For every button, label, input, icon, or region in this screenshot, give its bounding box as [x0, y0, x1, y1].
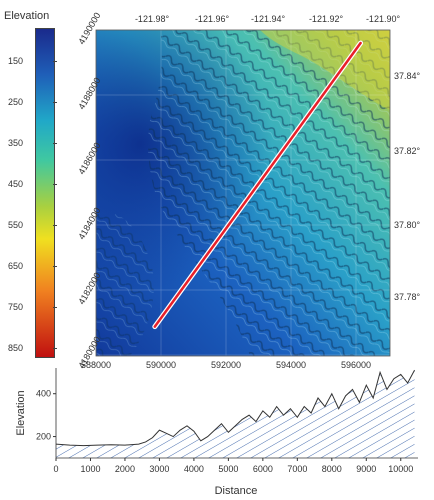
longitude-label: -121.96°: [195, 14, 230, 24]
colorbar-tick-mark: [53, 184, 57, 185]
profile-x-tick-label: 4000: [184, 464, 204, 474]
longitude-label: -121.94°: [251, 14, 286, 24]
colorbar: Elevation 150 250 350 450 550 650 750 850: [0, 0, 70, 360]
profile-x-tick-label: 3000: [149, 464, 169, 474]
profile-x-tick-label: 8000: [322, 464, 342, 474]
longitude-label: -121.90°: [366, 14, 401, 24]
latitude-label: 37.78°: [394, 292, 421, 302]
colorbar-tick-label: 150: [8, 56, 24, 66]
colorbar-tick-mark: [53, 143, 57, 144]
easting-label: 588000: [81, 360, 111, 370]
easting-label: 594000: [276, 360, 306, 370]
longitude-label: -121.98°: [135, 14, 170, 24]
colorbar-tick-mark: [53, 307, 57, 308]
latitude-label: 37.84°: [394, 71, 421, 81]
colorbar-tick-mark: [53, 61, 57, 62]
profile-x-tick-label: 1000: [80, 464, 100, 474]
profile-line-series: [55, 369, 415, 447]
hills-region: [148, 30, 390, 356]
colorbar-tick-label: 450: [8, 179, 24, 189]
profile-area: [56, 370, 415, 458]
colorbar-tick-mark: [53, 348, 57, 349]
colorbar-tick-label: 750: [8, 302, 24, 312]
colorbar-tick-label: 650: [8, 261, 24, 271]
colorbar-tick-mark: [53, 102, 57, 103]
southwest-hills: [96, 212, 154, 356]
profile-x-tick-label: 10000: [388, 464, 413, 474]
easting-label: 592000: [211, 360, 241, 370]
latitude-label: 37.80°: [394, 220, 421, 230]
easting-label: 590000: [146, 360, 176, 370]
profile-xlabel: Distance: [215, 485, 258, 497]
colorbar-tick-label: 250: [8, 97, 24, 107]
colorbar-tick-mark: [53, 225, 57, 226]
colorbar-tick-label: 550: [8, 220, 24, 230]
profile-line[interactable]: [153, 41, 362, 328]
map-frame: [95, 29, 391, 357]
profile-ylabel: Elevation: [15, 390, 27, 435]
easting-label: 596000: [341, 360, 371, 370]
profile-x-tick-label: 2000: [115, 464, 135, 474]
profile-x-tick-label: 9000: [356, 464, 376, 474]
colorbar-title: Elevation: [4, 10, 50, 22]
profile-x-tick-label: 5000: [218, 464, 238, 474]
profile-x-tick-label: 6000: [253, 464, 273, 474]
latitude-label: 37.82°: [394, 146, 421, 156]
profile-y-tick-label: 400: [36, 389, 51, 399]
colorbar-tick-label: 850: [8, 343, 24, 353]
profile-x-tick-label: 0: [53, 464, 58, 474]
elevation-map[interactable]: -121.98° -121.96° -121.94° -121.92° -121.90°…: [0, 0, 434, 370]
profile-y-tick-label: 200: [36, 432, 51, 442]
colorbar-tick-label: 350: [8, 138, 24, 148]
longitude-label: -121.92°: [309, 14, 344, 24]
colorbar-tick-mark: [53, 266, 57, 267]
profile-x-tick-label: 7000: [287, 464, 307, 474]
colorbar-gradient: [35, 28, 55, 358]
elevation-profile-chart: 0 1000 2000 3000 4000 5000 6000 7000 8000 9000 100…: [15, 368, 418, 497]
